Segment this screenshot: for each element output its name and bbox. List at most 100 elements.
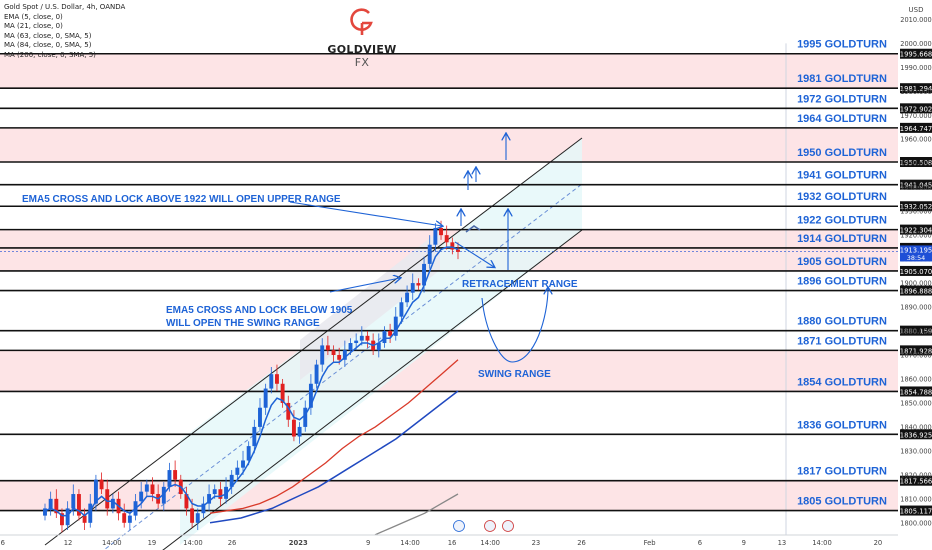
candle-body	[291, 419, 296, 437]
level-price-tag	[900, 201, 932, 212]
candle-body	[246, 446, 251, 461]
level-label: 1950 GOLDTURN	[797, 147, 887, 159]
candle-body	[218, 489, 223, 499]
candle-body	[365, 335, 370, 341]
candle-body	[376, 343, 381, 351]
y-tick-label: 1940.000	[900, 184, 931, 192]
x-tick-label: 23	[532, 539, 541, 547]
candle-body	[122, 513, 127, 523]
candle-body	[60, 513, 64, 526]
x-tick-label: Feb	[644, 539, 656, 547]
level-label: 1932 GOLDTURN	[797, 191, 887, 203]
level-price-label: 1871.928	[900, 347, 932, 355]
level-price-label: 1817.566	[900, 478, 932, 486]
level-label: 1817 GOLDTURN	[797, 466, 887, 478]
level-price-tag	[900, 224, 932, 235]
y-tick-label: 1850.000	[900, 399, 931, 407]
candle-body	[393, 316, 398, 336]
event-icon	[484, 520, 496, 532]
candle-body	[410, 283, 415, 293]
candle-body	[439, 227, 443, 236]
level-label: 1871 GOLDTURN	[797, 335, 887, 347]
y-tick-label: 1980.000	[900, 88, 931, 96]
level-price-label: 1836.925	[900, 431, 932, 439]
candle-body	[280, 383, 285, 403]
candle-body	[110, 498, 115, 509]
candle-body	[173, 470, 178, 480]
note-retracement-range: RETRACEMENT RANGE	[462, 279, 578, 290]
x-tick-label: 14:00	[183, 539, 203, 547]
candle-body	[422, 263, 427, 286]
level-price-tag	[900, 179, 932, 190]
candle-body	[258, 407, 262, 427]
candle-body	[105, 489, 110, 509]
level-price-label: 1854.788	[900, 388, 932, 396]
x-tick-label: 14:00	[400, 539, 420, 547]
series-line-ma200	[374, 493, 459, 536]
candle-body	[76, 494, 81, 516]
candle-body	[71, 494, 76, 509]
level-price-tag	[900, 505, 932, 516]
indicator-ma63: MA (63, close, 0, SMA, 5)	[4, 31, 92, 40]
y-tick-label: 1930.000	[900, 208, 931, 216]
level-price-tag	[900, 386, 932, 397]
swing-range-pointer	[329, 278, 400, 293]
candle-body	[427, 244, 432, 264]
level-label: 1941 GOLDTURN	[797, 170, 887, 182]
logo-name: GOLDVIEW	[327, 43, 397, 56]
y-tick-label: 1810.000	[900, 495, 931, 503]
candle-body	[48, 498, 53, 509]
candle-body	[444, 235, 449, 243]
price-series	[43, 220, 514, 536]
y-tick-label: 1840.000	[900, 423, 931, 431]
level-label: 1854 GOLDTURN	[797, 376, 887, 388]
candle-body	[405, 292, 410, 303]
y-tick-label: 1890.000	[900, 304, 931, 312]
candle-body	[195, 513, 200, 523]
candle-body	[139, 491, 144, 502]
candle-body	[314, 364, 319, 384]
y-tick-label: 1830.000	[900, 447, 931, 455]
candle-body	[433, 227, 438, 245]
candle-body	[359, 335, 364, 341]
level-label: 1922 GOLDTURN	[797, 215, 887, 227]
level-price-label: 1964.747	[900, 125, 932, 133]
candle-body	[93, 479, 98, 504]
candle-body	[54, 498, 59, 514]
candle-body	[269, 374, 274, 389]
y-tick-label: 1800.000	[900, 519, 931, 527]
indicator-ma84: MA (84, close, 0, SMA, 5)	[4, 41, 92, 50]
y-tick-label: 1960.000	[900, 136, 931, 144]
resistance-zones	[0, 43, 898, 535]
zone-band	[0, 127, 898, 163]
check-mark	[465, 225, 481, 233]
annotations: EMA5 CROSS AND LOCK ABOVE 1922 WILL OPEN…	[22, 194, 578, 380]
level-price-label: 1950.508	[900, 159, 932, 167]
candle-body	[190, 508, 195, 523]
note-lower-range-1: EMA5 CROSS AND LOCK BELOW 1905	[166, 305, 353, 316]
symbol-title: Gold Spot / U.S. Dollar, 4h, OANDA	[4, 3, 126, 11]
x-tick-label: 6	[698, 539, 702, 547]
y-tick-label: 1870.000	[900, 352, 931, 360]
event-icon	[502, 520, 514, 532]
y-tick-label: 1970.000	[900, 112, 931, 120]
x-tick-label: 14:00	[812, 539, 832, 547]
candle-body	[235, 467, 240, 475]
x-tick-label: 26	[577, 539, 586, 547]
candle-body	[399, 302, 404, 317]
zone-band	[0, 480, 898, 511]
candle-body	[342, 350, 347, 360]
candle-body	[65, 508, 70, 526]
y-tick-label: 1820.000	[900, 471, 931, 479]
candle-body	[212, 489, 217, 495]
chart-legend: Gold Spot / U.S. Dollar, 4h, OANDA EMA (…	[4, 3, 125, 61]
level-label: 1896 GOLDTURN	[797, 276, 887, 288]
candle-body	[252, 426, 257, 447]
goldturn-levels: 1995 GOLDTURN 1981 GOLDTURN 1972 GOLDTURN 1…	[0, 39, 898, 512]
candle-body	[144, 484, 149, 492]
level-price-tag	[900, 83, 932, 94]
candle-body	[354, 340, 359, 344]
candle-body	[99, 479, 104, 490]
level-price-tag	[900, 429, 932, 440]
